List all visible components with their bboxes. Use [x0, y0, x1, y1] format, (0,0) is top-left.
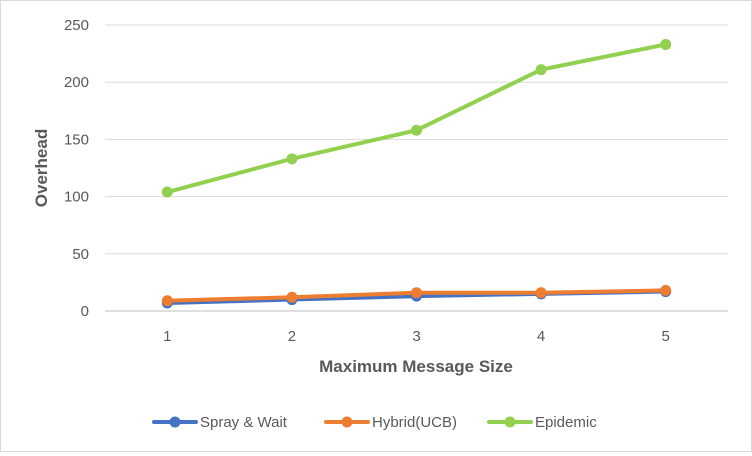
legend-item: Hybrid(UCB) — [324, 414, 457, 431]
legend-label: Hybrid(UCB) — [372, 414, 457, 431]
x-tick-label: 2 — [288, 328, 296, 345]
x-tick-label: 4 — [537, 328, 545, 345]
data-point — [411, 287, 422, 299]
y-axis-title: Overhead — [32, 129, 51, 207]
tick-labels: 0 50 100 150 200 250 1 2 3 4 5 — [64, 17, 670, 345]
data-point — [161, 186, 173, 198]
x-tick-label: 3 — [412, 328, 420, 345]
data-point — [286, 291, 298, 303]
legend: Spray & Wait Hybrid(UCB) Epidemic — [152, 414, 597, 431]
legend-swatch-marker — [504, 416, 516, 428]
data-point — [286, 153, 298, 165]
y-tick-label: 0 — [81, 303, 89, 320]
y-tick-label: 150 — [64, 131, 89, 148]
legend-swatch-marker — [341, 416, 353, 428]
y-tick-label: 250 — [64, 17, 89, 34]
y-tick-label: 50 — [72, 246, 89, 263]
legend-label: Spray & Wait — [200, 414, 288, 431]
series-3 — [161, 38, 672, 198]
series-layer — [161, 38, 672, 309]
y-tick-label: 200 — [64, 74, 89, 91]
x-axis-title: Maximum Message Size — [319, 357, 513, 376]
data-point — [535, 287, 547, 299]
legend-label: Epidemic — [535, 414, 597, 431]
series-2 — [161, 284, 672, 307]
x-tick-label: 1 — [163, 328, 171, 345]
data-point — [660, 38, 672, 50]
legend-item: Epidemic — [487, 414, 597, 431]
data-point — [161, 295, 173, 307]
y-tick-label: 100 — [64, 189, 89, 206]
data-point — [660, 284, 672, 296]
x-tick-label: 5 — [662, 328, 670, 345]
legend-swatch-marker — [169, 416, 181, 428]
series-line — [165, 42, 668, 195]
data-point — [411, 124, 422, 136]
legend-item: Spray & Wait — [152, 414, 288, 431]
gridlines — [105, 24, 728, 312]
data-point — [535, 64, 547, 76]
